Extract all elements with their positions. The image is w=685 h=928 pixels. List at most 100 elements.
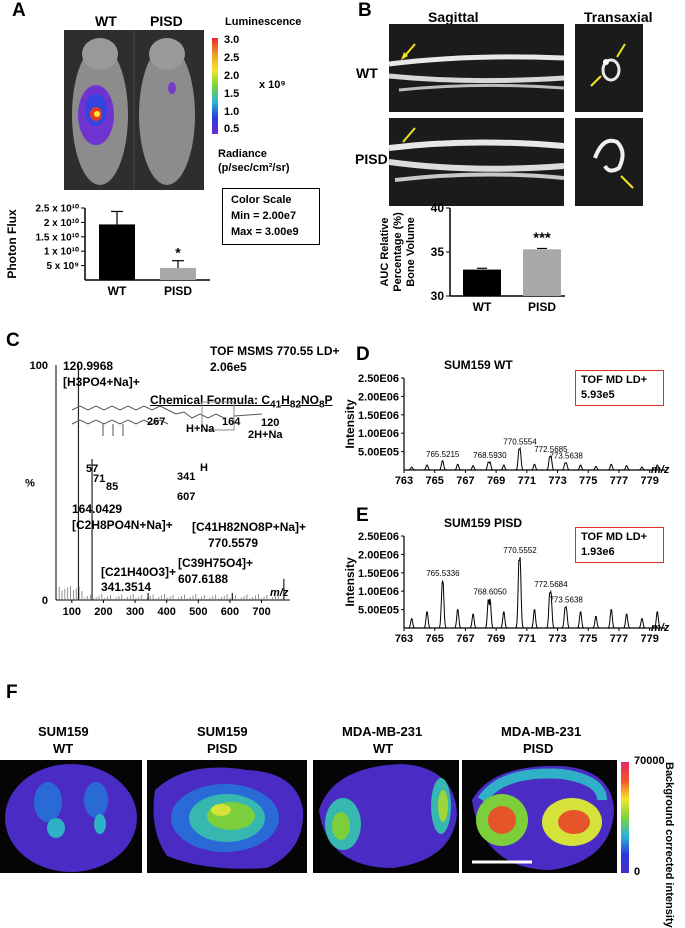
chart-c-xtick-label: 700 (252, 606, 270, 618)
chart-c-xtick-label: 500 (189, 606, 207, 618)
panel-c-header-2: 2.06e5 (210, 360, 247, 374)
chart-d-xtick-label: 773 (548, 475, 566, 487)
chart-d-xtick-label: 767 (456, 475, 474, 487)
frag-71: 71 (93, 473, 106, 485)
scale-tick-4: 1.0 (224, 106, 240, 118)
chart-d-ytick-label: 5.00E05 (358, 447, 399, 459)
chart-d-xtick-label: 769 (487, 475, 505, 487)
chart-d-peak-label: 770.5554 (503, 437, 537, 446)
chart-d-xtick-label: 765 (426, 475, 444, 487)
chart-d-xtick-label: 779 (640, 475, 658, 487)
panel-label-f: F (6, 682, 18, 703)
chart-b-xlabel-wt: WT (473, 300, 492, 314)
frag-164: 164 (222, 416, 241, 428)
f-title-3-line2: WT (373, 741, 394, 756)
chart-c-xtick-label: 300 (126, 606, 144, 618)
chart-b-ylabel-line: Percentage (%) (392, 212, 404, 292)
chart-c-ylabel: % (25, 478, 35, 490)
panel-a-col-pisd: PISD (150, 13, 183, 29)
f-title-1-line1: SUM159 (38, 724, 89, 739)
maldi-image-sum159-pisd (147, 760, 307, 873)
chemical-formula: Chemical Formula: C41H82NO8P (150, 393, 333, 411)
chart-c-xtick-label: 100 (63, 606, 81, 618)
chart-e-peak-label: 773.5638 (549, 596, 583, 605)
scale-multiplier: x 10⁹ (259, 79, 286, 91)
panel-b-row-wt: WT (356, 65, 378, 81)
peak3-ion: [C21H40O3]+ (101, 565, 177, 579)
chart-e-xtick-label: 763 (395, 633, 413, 645)
color-scale-max: Max = 3.00e9 (231, 226, 299, 238)
lipid-structure (71, 401, 263, 436)
f-scale-max: 70000 (634, 755, 665, 767)
chart-e-ylabel: Intensity (343, 557, 357, 607)
frag-607: 607 (177, 491, 196, 503)
scale-tick-3: 1.5 (224, 88, 240, 100)
chart-a-bar-wt (99, 224, 135, 280)
frag-120: 120 (261, 417, 280, 429)
chart-e-xtick-label: 771 (518, 633, 536, 645)
peak2-mass: 164.0429 (72, 502, 123, 516)
radiance-line1: Radiance (218, 148, 267, 160)
panel-b-col-sagittal: Sagittal (428, 9, 479, 25)
chart-a-ytick-label: 2.5 x 10¹⁰ (36, 204, 79, 215)
panel-label-e: E (356, 505, 369, 526)
panel-a-col-wt: WT (95, 13, 117, 29)
panel-b-col-transaxial: Transaxial (584, 9, 653, 25)
chart-c-xtick-label: 400 (157, 606, 175, 618)
frag-341: 341 (177, 471, 196, 483)
color-scale-title: Color Scale (231, 194, 292, 206)
chart-b-bar-wt (463, 269, 501, 296)
peak3-mass: 341.3514 (101, 580, 152, 594)
peak4-mass: 607.6188 (178, 572, 229, 586)
f-title-1-line2: WT (53, 741, 74, 756)
chart-d-ytick-label: 2.00E06 (358, 391, 399, 403)
scale-title: Luminescence (225, 16, 302, 28)
peak1-mass: 120.9968 (63, 359, 114, 373)
maldi-image-sum159-wt (0, 760, 142, 873)
frag-hna: H+Na (186, 423, 215, 435)
chart-a-significance: * (175, 245, 181, 261)
panel-e-box-line1: TOF MD LD+ (581, 531, 648, 543)
chart-d-xtick-label: 763 (395, 475, 413, 487)
panel-d-title: SUM159 WT (444, 358, 513, 372)
scale-tick-0: 3.0 (224, 34, 240, 46)
color-scale-box: Color Scale Min = 2.00e7 Max = 3.00e9 (222, 188, 320, 245)
panel-c-header-1: TOF MSMS 770.55 LD+ (210, 344, 340, 358)
chart-e-peak-label: 770.5552 (503, 546, 537, 555)
chart-d-ytick-label: 1.00E06 (358, 428, 399, 440)
f-title-3-line1: MDA-MB-231 (342, 724, 423, 739)
chart-e-svg: 5.00E05 1.00E06 1.50E06 2.00E06 2.50E06 763 76… (343, 531, 670, 645)
f-title-4-line1: MDA-MB-231 (501, 724, 582, 739)
chart-e-xtick-label: 765 (426, 633, 444, 645)
chart-e-peak-label: 772.5684 (534, 580, 568, 589)
maldi-image-mda-pisd (462, 760, 617, 873)
chart-a-ylabel: Photon Flux (5, 209, 19, 279)
panel-d-box-line1: TOF MD LD+ (581, 374, 648, 386)
chart-a-ytick-label: 2 x 10¹⁰ (44, 218, 79, 229)
ct-transaxial-pisd (575, 118, 643, 206)
chart-c-ytick-0: 0 (42, 595, 48, 607)
maldi-image-mda-wt (313, 760, 459, 873)
chart-a-ytick-label: 5 x 10⁹ (46, 261, 79, 272)
frag-h: H (200, 462, 208, 474)
panel-e-info-box: TOF MD LD+ 1.93e6 (575, 527, 664, 563)
f-scale-min: 0 (634, 866, 641, 878)
chart-d-peak-label: 768.5930 (473, 451, 507, 460)
chart-c-xtick-label: 200 (94, 606, 112, 618)
panel-label-b: B (358, 0, 372, 21)
chart-e-peak-label: 768.6050 (473, 588, 507, 597)
chart-d-peak-label: 772.5685 (534, 445, 568, 454)
chart-d-ytick-label: 2.50E06 (358, 373, 399, 385)
chart-e-ytick-label: 2.50E06 (358, 531, 399, 543)
chart-e-xtick-label: 777 (610, 633, 628, 645)
peak5-mass: 770.5579 (208, 536, 259, 550)
f-scale-label: Background corrected intensity (663, 762, 675, 928)
chart-e-xtick-label: 767 (456, 633, 474, 645)
chart-c-ytick-100: 100 (30, 360, 48, 372)
chart-e-ytick-label: 2.00E06 (358, 549, 399, 561)
ct-sagittal-pisd (389, 118, 564, 206)
chart-d-peak-label: 773.5638 (549, 452, 583, 461)
f-title-2-line2: PISD (207, 741, 238, 756)
chart-a-ytick-label: 1.5 x 10¹⁰ (36, 232, 79, 243)
chart-e-peak-label: 765.5336 (426, 569, 460, 578)
